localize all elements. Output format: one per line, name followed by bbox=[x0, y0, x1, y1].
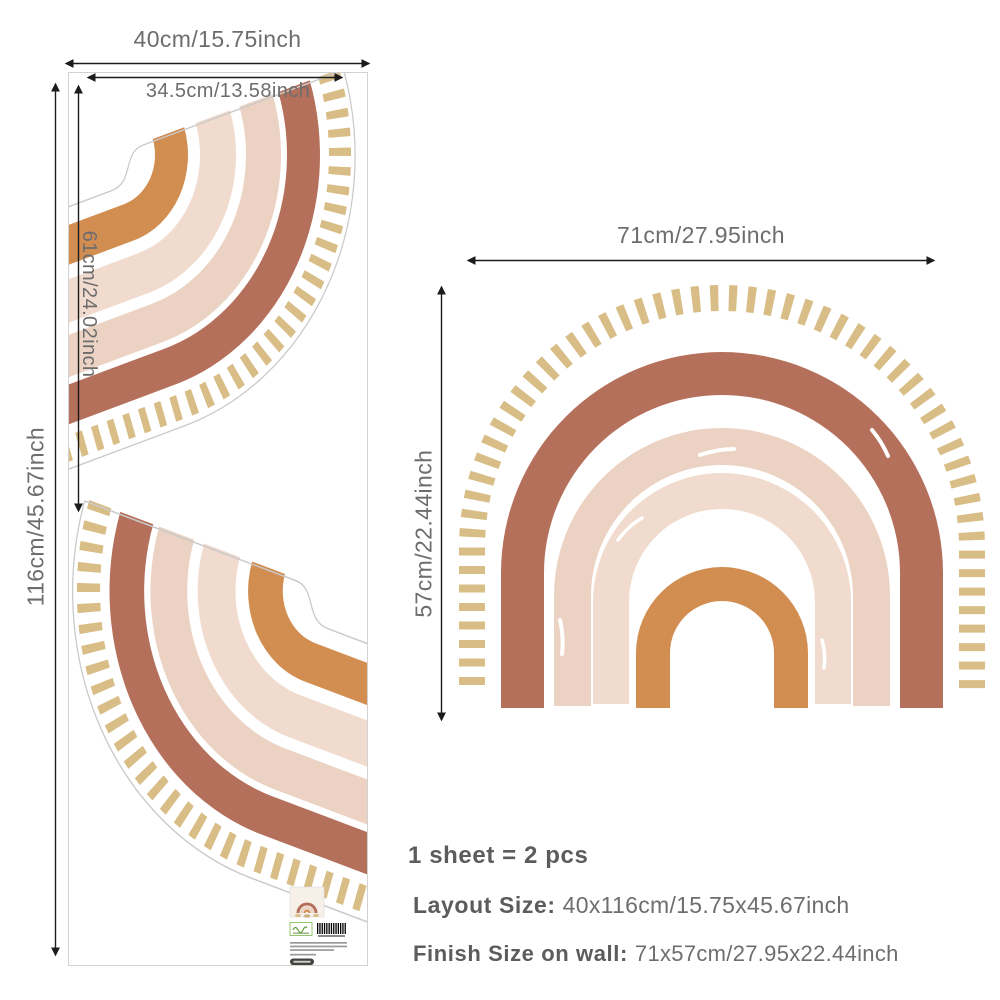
piece-height-label: 61cm/24.02inch bbox=[78, 230, 100, 378]
sheet-height-label: 116cm/45.67inch bbox=[22, 426, 49, 607]
dimension-arrows bbox=[51, 59, 936, 957]
sheet-width-label: 40cm/15.75inch bbox=[133, 26, 302, 52]
finish-size-label: Finish Size on wall: bbox=[413, 941, 628, 966]
layout-size-text: Layout Size: 40x116cm/15.75x45.67inch bbox=[413, 892, 849, 919]
label-fine-print bbox=[290, 942, 347, 956]
label-thumbnail bbox=[289, 886, 325, 918]
label-badge-text-bar bbox=[293, 960, 311, 963]
layout-sheet bbox=[0, 68, 548, 966]
finished-rainbow bbox=[459, 285, 985, 708]
sheet-clip-area bbox=[0, 68, 548, 965]
barcode-digits-bar bbox=[318, 935, 345, 937]
label-thumbnail-rainbow-arc3 bbox=[303, 909, 311, 914]
label-thumbnail-rainbow-arc1 bbox=[296, 902, 318, 914]
label-thumbnail-blob bbox=[303, 914, 311, 918]
layout-size-label: Layout Size: bbox=[413, 892, 556, 918]
rainbow-pink-outer-band bbox=[554, 428, 890, 706]
label-thumbnail-rainbow-arc2 bbox=[300, 906, 314, 914]
sheet-pcs-text: 1 sheet = 2 pcs bbox=[408, 842, 588, 870]
finish-size-value: 71x57cm/27.95x22.44inch bbox=[634, 941, 899, 966]
brush-highlights bbox=[558, 315, 890, 670]
rainbow-orange-band bbox=[636, 567, 808, 708]
brand-logo-text-bar bbox=[293, 932, 309, 934]
sheet-pcs-value: 1 sheet = 2 pcs bbox=[408, 842, 589, 869]
product-label bbox=[289, 886, 347, 965]
wall-width-label: 71cm/27.95inch bbox=[617, 222, 785, 248]
label-thumbnail-blob bbox=[295, 913, 301, 918]
finish-size-text: Finish Size on wall: 71x57cm/27.95x22.44i… bbox=[413, 941, 899, 967]
piece-width-label: 34.5cm/13.58inch bbox=[145, 80, 311, 102]
brand-logo bbox=[289, 922, 313, 936]
wall-height-label: 57cm/22.44inch bbox=[410, 449, 437, 618]
label-thumbnail-blob bbox=[313, 913, 319, 918]
rainbow-pink-inner-band bbox=[593, 473, 851, 704]
layout-size-value: 40x116cm/15.75x45.67inch bbox=[562, 892, 850, 918]
